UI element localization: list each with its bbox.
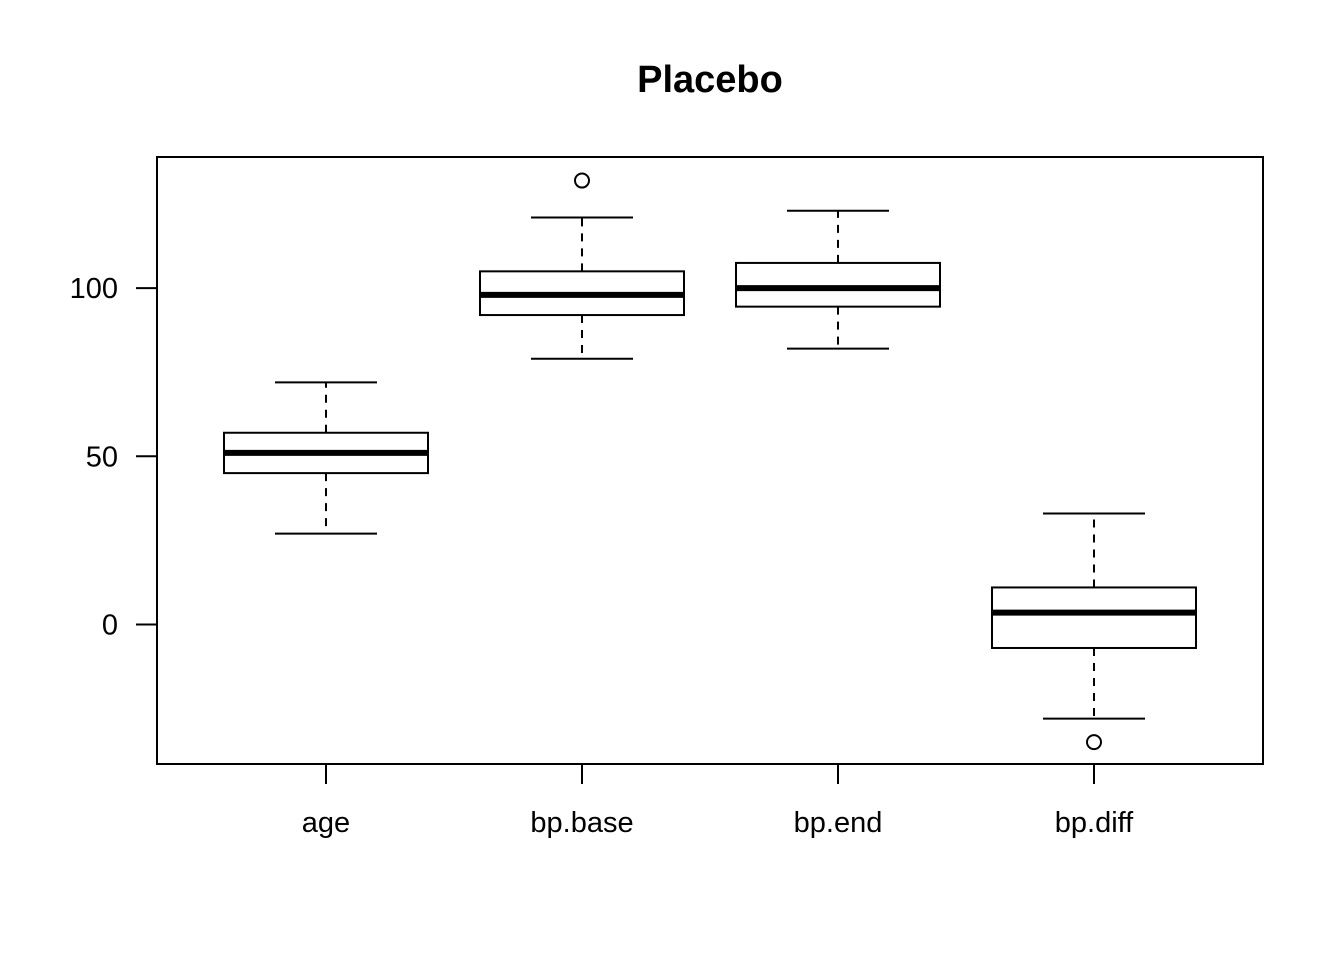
plot-area: 0 50 100 age bp.base bp.end bp.diff	[70, 172, 1197, 839]
y-tick-label: 50	[86, 441, 118, 473]
box-iqr	[991, 586, 1197, 649]
plot-frame	[156, 156, 1264, 765]
x-tick-label: bp.diff	[1055, 807, 1134, 839]
y-tick-label: 100	[70, 273, 118, 305]
y-tick-label: 0	[102, 609, 118, 641]
outlier-point	[1086, 734, 1102, 751]
chart-title: Placebo	[637, 59, 783, 101]
x-tick-label: bp.base	[530, 807, 633, 839]
x-tick-label: bp.end	[794, 807, 883, 839]
x-tick-label: age	[302, 807, 350, 839]
box-iqr	[735, 261, 941, 308]
outlier-point	[574, 172, 590, 189]
